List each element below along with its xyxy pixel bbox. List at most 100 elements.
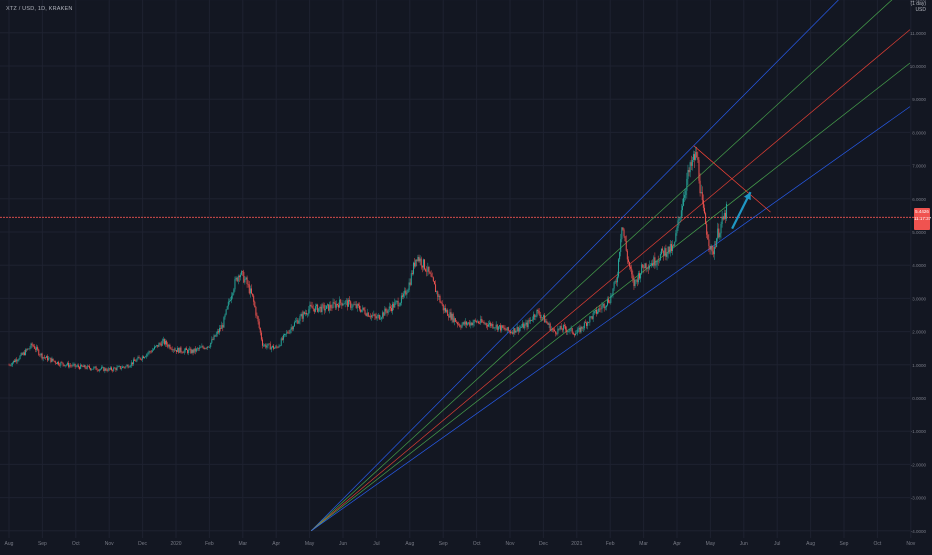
candle-body: [68, 362, 70, 367]
candle-body: [103, 367, 105, 372]
candle-body: [606, 299, 608, 306]
candle-body: [638, 273, 640, 279]
candle-body: [651, 263, 653, 266]
candle-body: [608, 299, 610, 303]
candle-body: [386, 311, 388, 313]
candle-body: [69, 365, 71, 367]
candle-body: [320, 306, 322, 312]
candle-body: [549, 323, 551, 331]
candle-body: [47, 356, 49, 361]
candle-body: [287, 332, 289, 333]
candle-body: [368, 316, 370, 318]
candle-body: [130, 362, 132, 366]
candle-body: [409, 282, 411, 285]
candle-body: [63, 364, 65, 367]
candle-body: [612, 288, 614, 295]
candle-body: [460, 326, 462, 328]
candle-body: [163, 339, 165, 345]
candle-body: [236, 277, 238, 282]
candle-body: [451, 313, 453, 320]
candle-body: [182, 352, 184, 354]
candle-body: [629, 262, 631, 267]
candle-body: [683, 197, 685, 206]
candle-body: [452, 313, 454, 322]
candle-body: [306, 313, 308, 315]
candle-body: [377, 314, 379, 317]
candle-body: [698, 159, 700, 181]
candle-body: [282, 335, 284, 340]
candle-body: [98, 369, 100, 371]
candle-body: [253, 295, 255, 302]
candle-body: [589, 316, 591, 323]
candle-body: [146, 354, 148, 357]
candle-body: [265, 344, 267, 348]
candle-body: [349, 299, 351, 302]
candle-body: [501, 325, 503, 331]
candle-body: [161, 340, 163, 346]
candle-body: [17, 360, 19, 362]
candle-body: [483, 322, 485, 324]
candle-body: [11, 362, 13, 366]
candle-body: [684, 194, 686, 198]
candle-body: [176, 350, 178, 352]
candle-body: [117, 366, 119, 368]
candle-body: [137, 357, 139, 360]
candle-body: [597, 311, 599, 314]
x-tick-label: Feb: [606, 541, 615, 547]
candle-body: [658, 260, 660, 262]
candle-body: [487, 324, 489, 327]
candle-body: [8, 364, 10, 366]
candle-body: [39, 354, 41, 356]
candle-body: [382, 312, 384, 318]
candle-body: [393, 303, 395, 308]
candle-body: [112, 370, 114, 371]
candle-body: [105, 368, 107, 371]
candle-body: [447, 310, 449, 316]
candle-body: [341, 302, 343, 306]
candle-body: [473, 320, 475, 323]
candle-body: [712, 251, 714, 255]
candle-body: [36, 347, 38, 350]
candle-body: [465, 321, 467, 325]
candle-body: [515, 330, 517, 333]
candle-body: [552, 329, 554, 331]
y-tick-label: 2.0000: [912, 330, 926, 335]
candle-body: [587, 322, 589, 326]
candle-body: [496, 324, 498, 330]
candle-body: [248, 284, 250, 294]
candle-body: [497, 326, 499, 330]
candle-body: [199, 347, 201, 349]
candle-body: [476, 321, 478, 323]
candle-body: [480, 318, 482, 324]
candle-body: [624, 236, 626, 241]
candle-body: [322, 304, 324, 306]
x-tick-label: Aug: [5, 541, 14, 547]
candle-body: [679, 216, 681, 219]
candle-body: [673, 245, 675, 247]
candle-body: [502, 325, 504, 328]
y-tick-label: 0.0000: [912, 396, 926, 401]
y-tick-label: 8.0000: [912, 130, 926, 135]
x-tick-label: May: [305, 541, 315, 547]
candle-body: [446, 310, 448, 312]
candle-body: [219, 328, 221, 333]
candle-body: [250, 288, 252, 294]
candle-body: [666, 254, 668, 257]
candle-body: [82, 366, 84, 368]
candle-body: [425, 269, 427, 272]
candle-body: [109, 367, 111, 370]
candle-body: [486, 325, 488, 327]
candle-body: [544, 315, 546, 323]
candle-body: [149, 351, 151, 352]
candle-body: [195, 348, 197, 352]
candle-body: [630, 266, 632, 269]
candle-body: [26, 349, 28, 351]
candle-body: [709, 246, 711, 250]
candle-body: [527, 320, 529, 328]
candle-body: [126, 365, 128, 367]
candle-body: [663, 250, 665, 256]
candle-body: [52, 358, 54, 361]
y-tick-label: 1.0000: [912, 363, 926, 368]
